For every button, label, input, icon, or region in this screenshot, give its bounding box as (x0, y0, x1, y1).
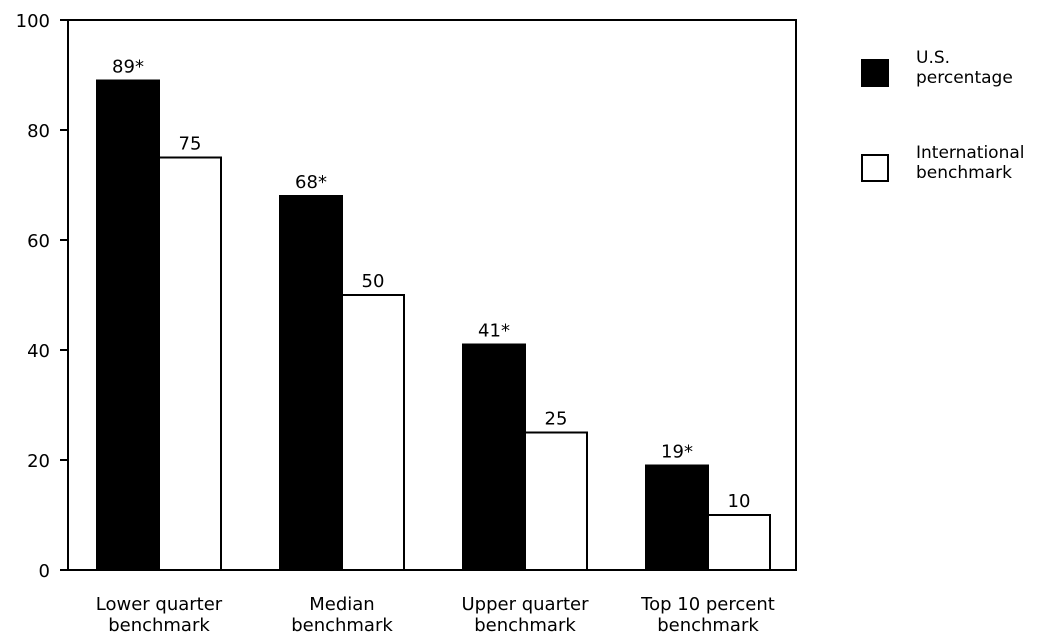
bar (707, 514, 771, 571)
y-tick-label: 60 (27, 231, 50, 252)
data-label: 25 (545, 409, 568, 430)
y-tick-label: 40 (27, 341, 50, 362)
y-axis: 0 20 40 60 80 100 (16, 11, 68, 582)
x-category-label: Lower quarter benchmark (96, 594, 223, 636)
bar (645, 464, 709, 571)
bars (96, 79, 771, 571)
data-labels: 89* 75 68* 50 41* 25 19* 10 (112, 57, 750, 513)
bar (462, 343, 526, 571)
bar (341, 294, 405, 571)
data-label: 10 (728, 491, 751, 512)
x-category-label: Top 10 percent benchmark (640, 594, 775, 636)
bar (96, 79, 160, 571)
data-label: 41* (478, 321, 510, 342)
legend-swatch (861, 154, 889, 182)
bar (524, 431, 588, 571)
x-category-label: Median benchmark (291, 594, 393, 636)
bar (279, 195, 343, 571)
y-tick-label: 80 (27, 121, 50, 142)
data-label: 19* (661, 442, 693, 463)
data-label: 75 (179, 134, 202, 155)
plot-border (67, 19, 797, 571)
data-label: 89* (112, 57, 144, 78)
x-category-label: Upper quarter benchmark (461, 594, 589, 636)
bar (158, 156, 222, 571)
legend: U.S. percentage International benchmark (861, 48, 1025, 183)
plot-frame (67, 19, 797, 571)
legend-label: U.S. percentage (916, 48, 1013, 88)
data-label: 68* (295, 172, 327, 193)
y-tick-label: 100 (16, 11, 50, 32)
legend-swatch (861, 59, 889, 87)
y-tick-label: 0 (39, 561, 50, 582)
data-label: 50 (362, 271, 385, 292)
y-tick-label: 20 (27, 451, 50, 472)
x-axis: Lower quarter benchmark Median benchmark Upp… (96, 594, 775, 636)
legend-label: International benchmark (916, 143, 1025, 183)
